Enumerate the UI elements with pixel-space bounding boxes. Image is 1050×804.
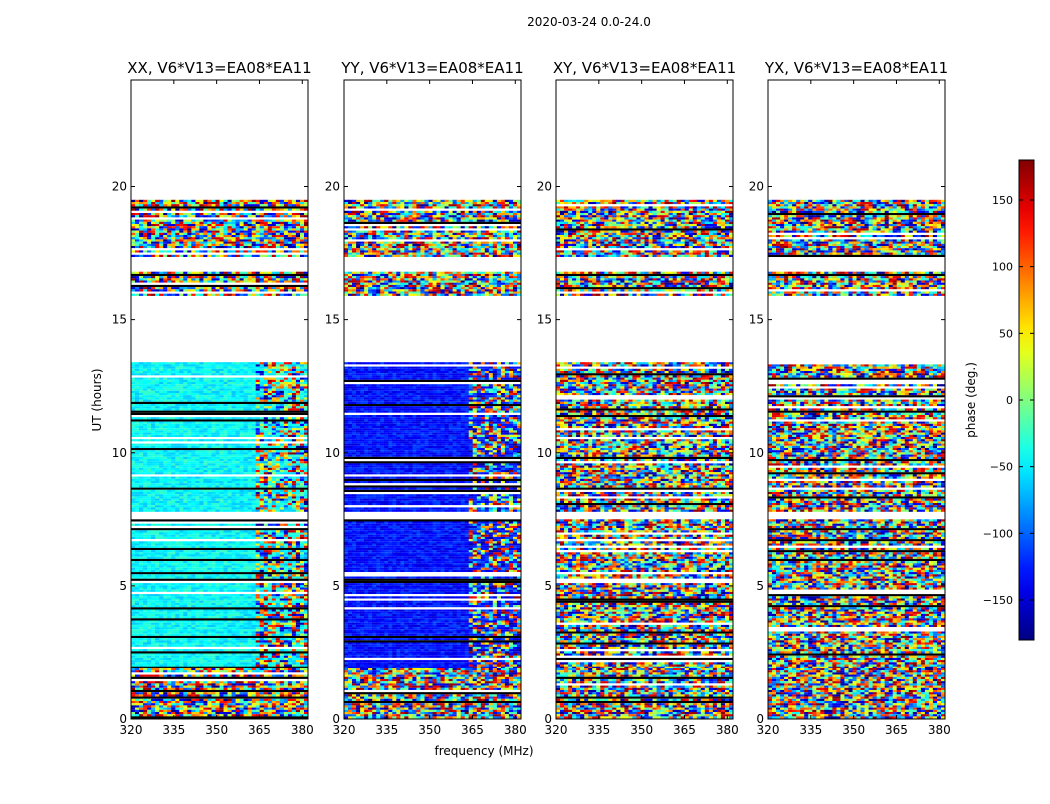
x-axis-label: frequency (MHz) [434, 744, 533, 758]
x-tick-label: 350 [205, 723, 228, 737]
y-tick-label: 10 [537, 446, 552, 460]
phase-image-yx [768, 200, 946, 721]
panel-title: YX, V6*V13=EA08*EA11 [764, 59, 948, 77]
colorbar-tick-label: −150 [983, 594, 1013, 607]
colorbar-tick-label: 50 [999, 327, 1013, 340]
x-tick-label: 335 [162, 723, 185, 737]
phase-image-yy [344, 200, 522, 721]
y-axis-label: UT (hours) [90, 368, 104, 431]
x-tick-label: 350 [418, 723, 441, 737]
y-tick-label: 5 [119, 579, 127, 593]
y-tick-label: 10 [325, 446, 340, 460]
y-tick-label: 10 [749, 446, 764, 460]
y-tick-label: 0 [119, 712, 127, 726]
x-tick-label: 365 [673, 723, 696, 737]
phase-image-xy [556, 200, 734, 721]
figure-suptitle: 2020-03-24 0.0-24.0 [527, 15, 651, 29]
y-tick-label: 15 [112, 313, 127, 327]
colorbar-tick-label: −50 [990, 461, 1013, 474]
y-tick-label: 20 [112, 180, 127, 194]
colorbar-tick-label: −100 [983, 527, 1013, 540]
x-tick-label: 380 [716, 723, 739, 737]
panel-title: XY, V6*V13=EA08*EA11 [553, 59, 736, 77]
y-tick-label: 15 [749, 313, 764, 327]
panel-title: XX, V6*V13=EA08*EA11 [127, 59, 311, 77]
y-tick-label: 0 [332, 712, 340, 726]
x-tick-label: 350 [842, 723, 865, 737]
y-tick-label: 20 [537, 180, 552, 194]
x-tick-label: 380 [291, 723, 314, 737]
colorbar-label: phase (deg.) [964, 362, 978, 438]
x-tick-label: 335 [587, 723, 610, 737]
panel-title: YY, V6*V13=EA08*EA11 [340, 59, 523, 77]
y-tick-label: 20 [325, 180, 340, 194]
colorbar: 150 100 50 0 −50 −100 −150 [983, 160, 1034, 640]
x-tick-label: 335 [375, 723, 398, 737]
x-tick-label: 350 [630, 723, 653, 737]
x-tick-label: 380 [504, 723, 527, 737]
colorbar-tick-label: 0 [1006, 394, 1013, 407]
x-tick-label: 365 [461, 723, 484, 737]
y-tick-label: 15 [537, 313, 552, 327]
y-tick-label: 5 [544, 579, 552, 593]
phase-image-xx [131, 200, 309, 721]
x-tick-label: 380 [928, 723, 951, 737]
colorbar-tick-label: 100 [992, 261, 1013, 274]
y-tick-label: 5 [332, 579, 340, 593]
x-tick-label: 365 [248, 723, 271, 737]
y-tick-label: 0 [756, 712, 764, 726]
y-tick-label: 15 [325, 313, 340, 327]
y-tick-label: 10 [112, 446, 127, 460]
y-tick-label: 20 [749, 180, 764, 194]
x-tick-label: 365 [885, 723, 908, 737]
x-tick-label: 335 [799, 723, 822, 737]
y-tick-label: 5 [756, 579, 764, 593]
y-tick-label: 0 [544, 712, 552, 726]
colorbar-tick-label: 150 [992, 194, 1013, 207]
